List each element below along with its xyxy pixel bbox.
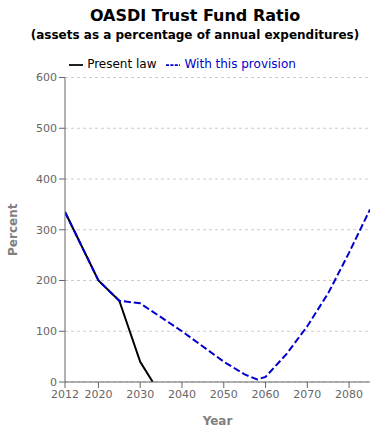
svg-text:2050: 2050 <box>210 388 238 401</box>
html-text:With this provision: With this provision <box>184 57 296 71</box>
svg-text:2020: 2020 <box>84 388 112 401</box>
svg-text:100: 100 <box>36 325 57 338</box>
svg-text:200: 200 <box>36 274 57 287</box>
html-text:(assets as a percentage of ann: (assets as a percentage of annual expend… <box>30 28 360 42</box>
svg-text:500: 500 <box>36 122 57 135</box>
svg-text:Year: Year <box>202 414 233 428</box>
svg-text:2060: 2060 <box>252 388 280 401</box>
svg-text:300: 300 <box>36 224 57 237</box>
html-text:OASDI Trust Fund Ratio: OASDI Trust Fund Ratio <box>89 6 301 25</box>
svg-text:2070: 2070 <box>293 388 321 401</box>
html-text:Present law: Present law <box>87 57 157 71</box>
svg-text:2012: 2012 <box>51 388 79 401</box>
svg-text:600: 600 <box>36 71 57 84</box>
svg-text:Percent: Percent <box>8 203 20 256</box>
svg-text:2040: 2040 <box>168 388 196 401</box>
svg-text:2080: 2080 <box>335 388 363 401</box>
svg-text:2030: 2030 <box>126 388 154 401</box>
svg-text:0: 0 <box>50 376 57 389</box>
svg-text:400: 400 <box>36 173 57 186</box>
